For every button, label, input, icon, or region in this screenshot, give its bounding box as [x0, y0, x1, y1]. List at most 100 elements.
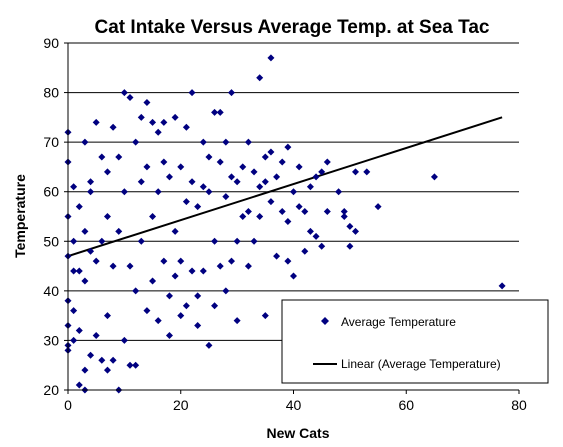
data-point — [171, 272, 179, 280]
y-tick-label: 30 — [43, 332, 59, 348]
data-point — [284, 217, 292, 225]
data-point — [115, 227, 123, 235]
chart-title: Cat Intake Versus Average Temp. at Sea T… — [95, 17, 490, 38]
data-point — [346, 222, 354, 230]
data-point — [205, 341, 213, 349]
data-point — [295, 163, 303, 171]
data-point — [98, 356, 106, 364]
data-point — [374, 203, 382, 211]
data-point — [87, 178, 95, 186]
data-point — [87, 188, 95, 196]
data-point — [205, 153, 213, 161]
data-point — [261, 312, 269, 320]
data-point — [103, 312, 111, 320]
data-point — [199, 183, 207, 191]
data-point — [233, 237, 241, 245]
data-point — [256, 213, 264, 220]
data-point — [171, 227, 179, 235]
data-point — [98, 153, 106, 161]
data-point — [244, 208, 252, 216]
data-point — [137, 237, 145, 245]
y-tick-label: 40 — [43, 283, 59, 299]
x-tick-label: 20 — [173, 397, 189, 413]
data-point — [227, 257, 235, 265]
data-point — [267, 54, 275, 62]
data-point — [194, 292, 202, 300]
trend-line-group — [67, 116, 503, 258]
y-tick-label: 80 — [43, 85, 59, 101]
data-point — [244, 138, 252, 146]
data-point — [284, 257, 292, 265]
data-point — [149, 277, 157, 285]
data-point — [120, 188, 128, 196]
data-point — [75, 203, 83, 211]
data-point — [239, 163, 247, 171]
y-tick-label: 70 — [43, 134, 59, 150]
data-point — [323, 208, 331, 216]
data-point — [132, 361, 140, 369]
data-point — [222, 138, 230, 146]
data-point — [363, 168, 371, 176]
data-point — [222, 287, 230, 295]
data-point — [244, 262, 252, 270]
data-point — [75, 267, 83, 275]
y-axis-title: Temperature — [12, 174, 28, 258]
legend: Average Temperature Linear (Average Temp… — [281, 299, 549, 384]
data-point — [177, 312, 185, 320]
data-point — [306, 183, 314, 191]
data-point — [301, 247, 309, 255]
data-point — [132, 287, 140, 295]
data-point — [233, 178, 241, 186]
data-point — [92, 331, 100, 339]
data-point — [188, 178, 196, 186]
data-point — [126, 94, 134, 102]
data-point — [188, 89, 196, 97]
data-point — [211, 237, 219, 245]
data-point — [109, 356, 117, 364]
data-point — [70, 267, 78, 275]
data-point — [261, 153, 269, 161]
data-point — [318, 242, 326, 250]
data-point — [256, 183, 264, 191]
data-point — [312, 173, 320, 181]
data-point — [211, 302, 219, 310]
data-point — [250, 168, 258, 176]
data-point — [154, 188, 162, 196]
data-point — [154, 317, 162, 325]
data-point — [70, 237, 78, 245]
data-point — [216, 108, 224, 116]
data-point — [278, 158, 286, 166]
data-point — [256, 74, 264, 82]
data-point — [284, 143, 292, 151]
data-point — [126, 361, 134, 369]
data-point — [160, 257, 168, 265]
data-point — [177, 163, 185, 171]
data-point — [182, 198, 190, 206]
data-point — [335, 188, 343, 196]
data-point — [143, 307, 151, 315]
data-point — [352, 227, 360, 235]
data-point — [261, 178, 269, 186]
data-point — [165, 331, 173, 339]
plot-area: 0 20 40 60 80 20 30 40 50 60 70 80 90 — [43, 35, 527, 413]
data-point — [103, 168, 111, 176]
data-point — [233, 317, 241, 325]
data-point — [103, 213, 111, 220]
data-point — [188, 267, 196, 275]
data-point — [165, 173, 173, 181]
data-point — [199, 267, 207, 275]
data-point — [137, 178, 145, 186]
data-point — [227, 89, 235, 97]
data-point — [87, 351, 95, 359]
data-point — [120, 89, 128, 97]
data-point — [143, 163, 151, 171]
data-point — [81, 366, 89, 374]
data-point — [149, 213, 157, 220]
data-point — [216, 262, 224, 270]
legend-label-average-temperature: Average Temperature — [341, 315, 456, 329]
data-point — [273, 252, 281, 260]
data-point — [290, 188, 297, 196]
data-point — [81, 138, 89, 146]
y-ticks: 20 30 40 50 60 70 80 90 — [43, 35, 68, 398]
